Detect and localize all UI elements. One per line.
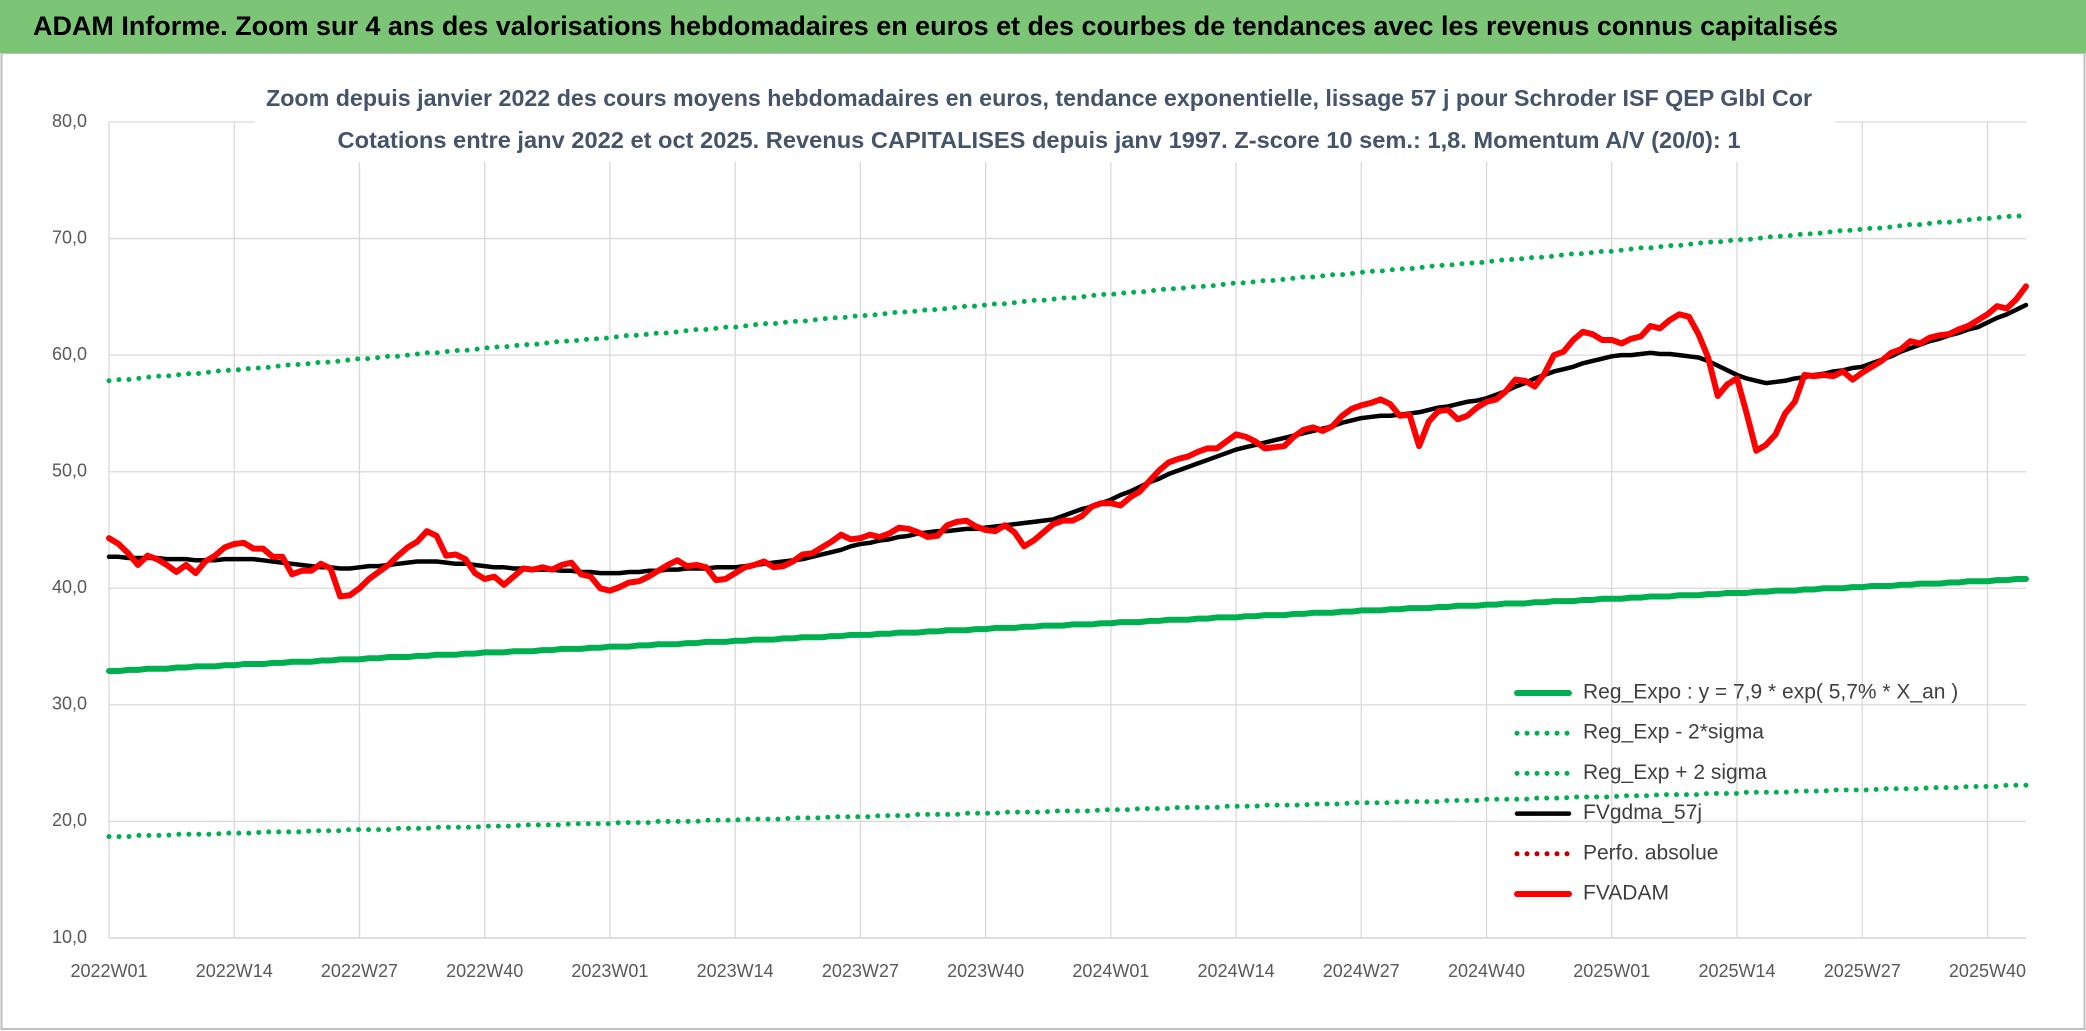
x-tick-label: 2025W14	[1698, 961, 1775, 981]
legend-label: Reg_Expo : y = 7,9 * exp( 5,7% * X_an )	[1583, 681, 1958, 704]
series-line	[106, 782, 2029, 840]
x-tick-label: 2023W01	[571, 961, 648, 981]
legend-label: Reg_Exp + 2 sigma	[1583, 761, 1767, 784]
x-tick-label: 2025W27	[1824, 961, 1901, 981]
series-line	[106, 575, 2029, 675]
x-tick-label: 2025W01	[1573, 961, 1650, 981]
y-tick-label: 40,0	[52, 577, 87, 597]
chart-subtitle: Cotations entre janv 2022 et oct 2025. R…	[338, 127, 1741, 153]
y-tick-label: 10,0	[52, 927, 87, 947]
x-tick-label: 2022W01	[70, 961, 147, 981]
x-tick-label: 2022W14	[196, 961, 273, 981]
y-tick-label: 60,0	[52, 344, 87, 364]
title-background	[255, 78, 1835, 162]
x-tick-label: 2023W27	[822, 961, 899, 981]
legend-label: Reg_Exp - 2*sigma	[1583, 721, 1764, 744]
chart-frame	[0, 52, 2086, 1030]
y-tick-label: 80,0	[52, 111, 87, 131]
x-tick-label: 2025W40	[1949, 961, 2026, 981]
series-line	[106, 212, 2029, 384]
x-tick-label: 2023W14	[697, 961, 774, 981]
x-tick-label: 2024W27	[1323, 961, 1400, 981]
x-tick-label: 2024W14	[1198, 961, 1275, 981]
legend-label: Perfo. absolue	[1583, 841, 1718, 864]
x-tick-label: 2024W01	[1072, 961, 1149, 981]
legend-label: FVADAM	[1583, 882, 1669, 905]
header-band	[0, 0, 2086, 53]
y-tick-label: 70,0	[52, 227, 87, 247]
x-tick-label: 2022W40	[446, 961, 523, 981]
y-tick-label: 20,0	[52, 810, 87, 830]
x-tick-label: 2023W40	[947, 961, 1024, 981]
x-tick-label: 2024W40	[1448, 961, 1525, 981]
x-tick-label: 2022W27	[321, 961, 398, 981]
y-tick-label: 30,0	[52, 694, 87, 714]
legend-label: FVgdma_57j	[1583, 801, 1702, 824]
series-line	[106, 283, 2029, 600]
header-title: ADAM Informe. Zoom sur 4 ans des valoris…	[33, 11, 1838, 41]
chart-title: Zoom depuis janvier 2022 des cours moyen…	[266, 85, 1812, 111]
y-tick-label: 50,0	[52, 460, 87, 480]
